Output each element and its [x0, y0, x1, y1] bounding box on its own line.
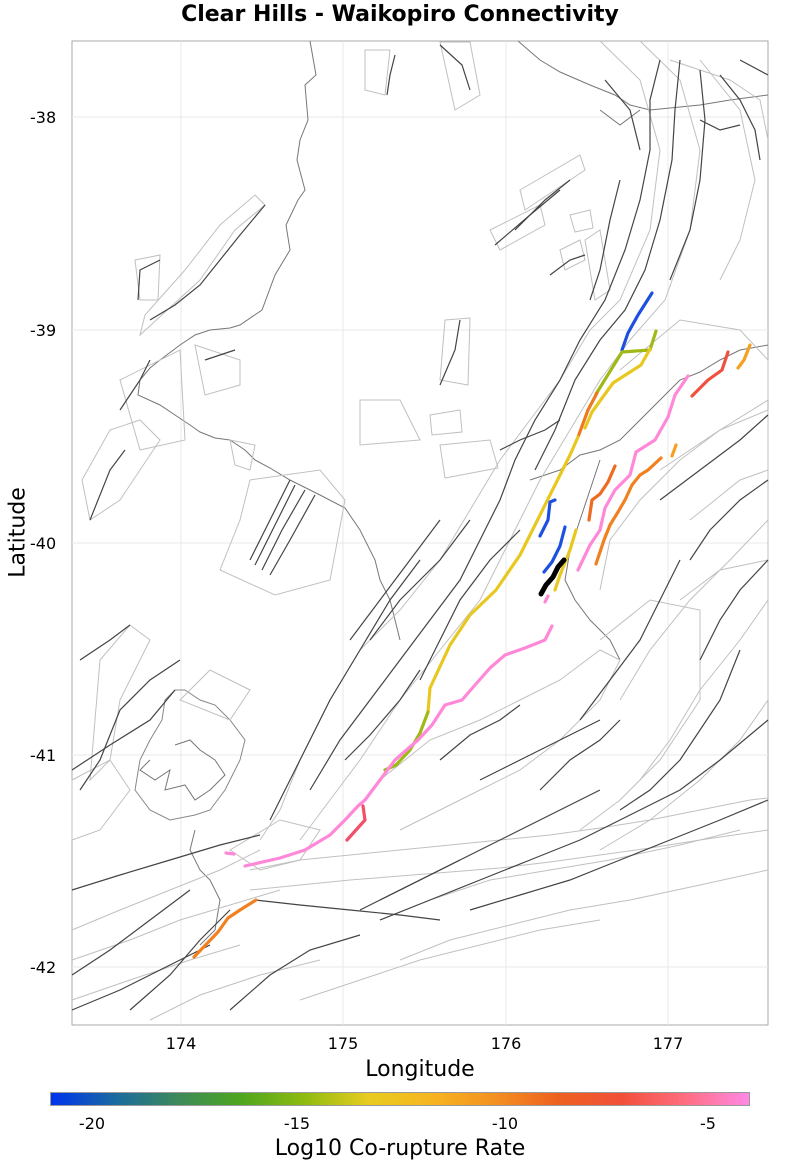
- highlighted-sections: [192, 291, 752, 959]
- y-tick-label: -39: [30, 321, 57, 340]
- section-pink-south: [243, 624, 554, 868]
- y-tick-label: -41: [30, 746, 57, 765]
- section-blue-mid-1: [538, 498, 557, 538]
- fault-polygons: [71, 40, 769, 1021]
- chart-title: Clear Hills - Waikopiro Connectivity: [181, 2, 619, 27]
- section-orange-southwest: [192, 898, 258, 959]
- y-tick-label: -42: [30, 958, 57, 977]
- section-yellow-east: [583, 347, 652, 430]
- colorbar-tick-label: -10: [491, 1114, 519, 1133]
- y-tick-label: -38: [30, 108, 57, 127]
- section-pink-small: [224, 851, 236, 856]
- x-axis-label: Longitude: [365, 1057, 475, 1082]
- section-source-rupture: [538, 557, 567, 597]
- section-orange-mid: [594, 456, 663, 566]
- section-blue-north: [620, 291, 654, 352]
- section-pink-tail: [543, 594, 550, 604]
- plot-area: [71, 40, 769, 1026]
- section-orange-red-mid: [587, 464, 617, 522]
- colorbar-label: Log10 Co-rupture Rate: [274, 1136, 526, 1161]
- x-tick-label: 176: [490, 1034, 522, 1053]
- fault-traces: [71, 44, 769, 1011]
- section-red-cook-strait: [345, 804, 367, 842]
- section-orange-east-small: [736, 343, 752, 370]
- section-olive-north: [594, 329, 658, 396]
- section-olive-south: [383, 710, 430, 772]
- section-red-east: [690, 350, 730, 398]
- x-tick-label: 175: [327, 1034, 359, 1053]
- x-tick-label: 177: [652, 1034, 684, 1053]
- y-tick-label: -40: [30, 534, 57, 553]
- section-orange-north: [576, 391, 599, 439]
- colorbar-tick-label: -5: [700, 1114, 716, 1133]
- section-pink-main: [576, 374, 690, 572]
- section-orange-east-tiny: [670, 443, 678, 458]
- section-blue-mid-2: [542, 525, 567, 574]
- colorbar: [50, 1092, 750, 1106]
- colorbar-tick-label: -20: [78, 1114, 106, 1133]
- gridlines: [72, 41, 768, 1025]
- y-axis-label: Latitude: [5, 487, 31, 578]
- x-tick-label: 174: [165, 1034, 197, 1053]
- colorbar-tick-label: -15: [283, 1114, 311, 1133]
- section-yellow-main: [426, 435, 580, 714]
